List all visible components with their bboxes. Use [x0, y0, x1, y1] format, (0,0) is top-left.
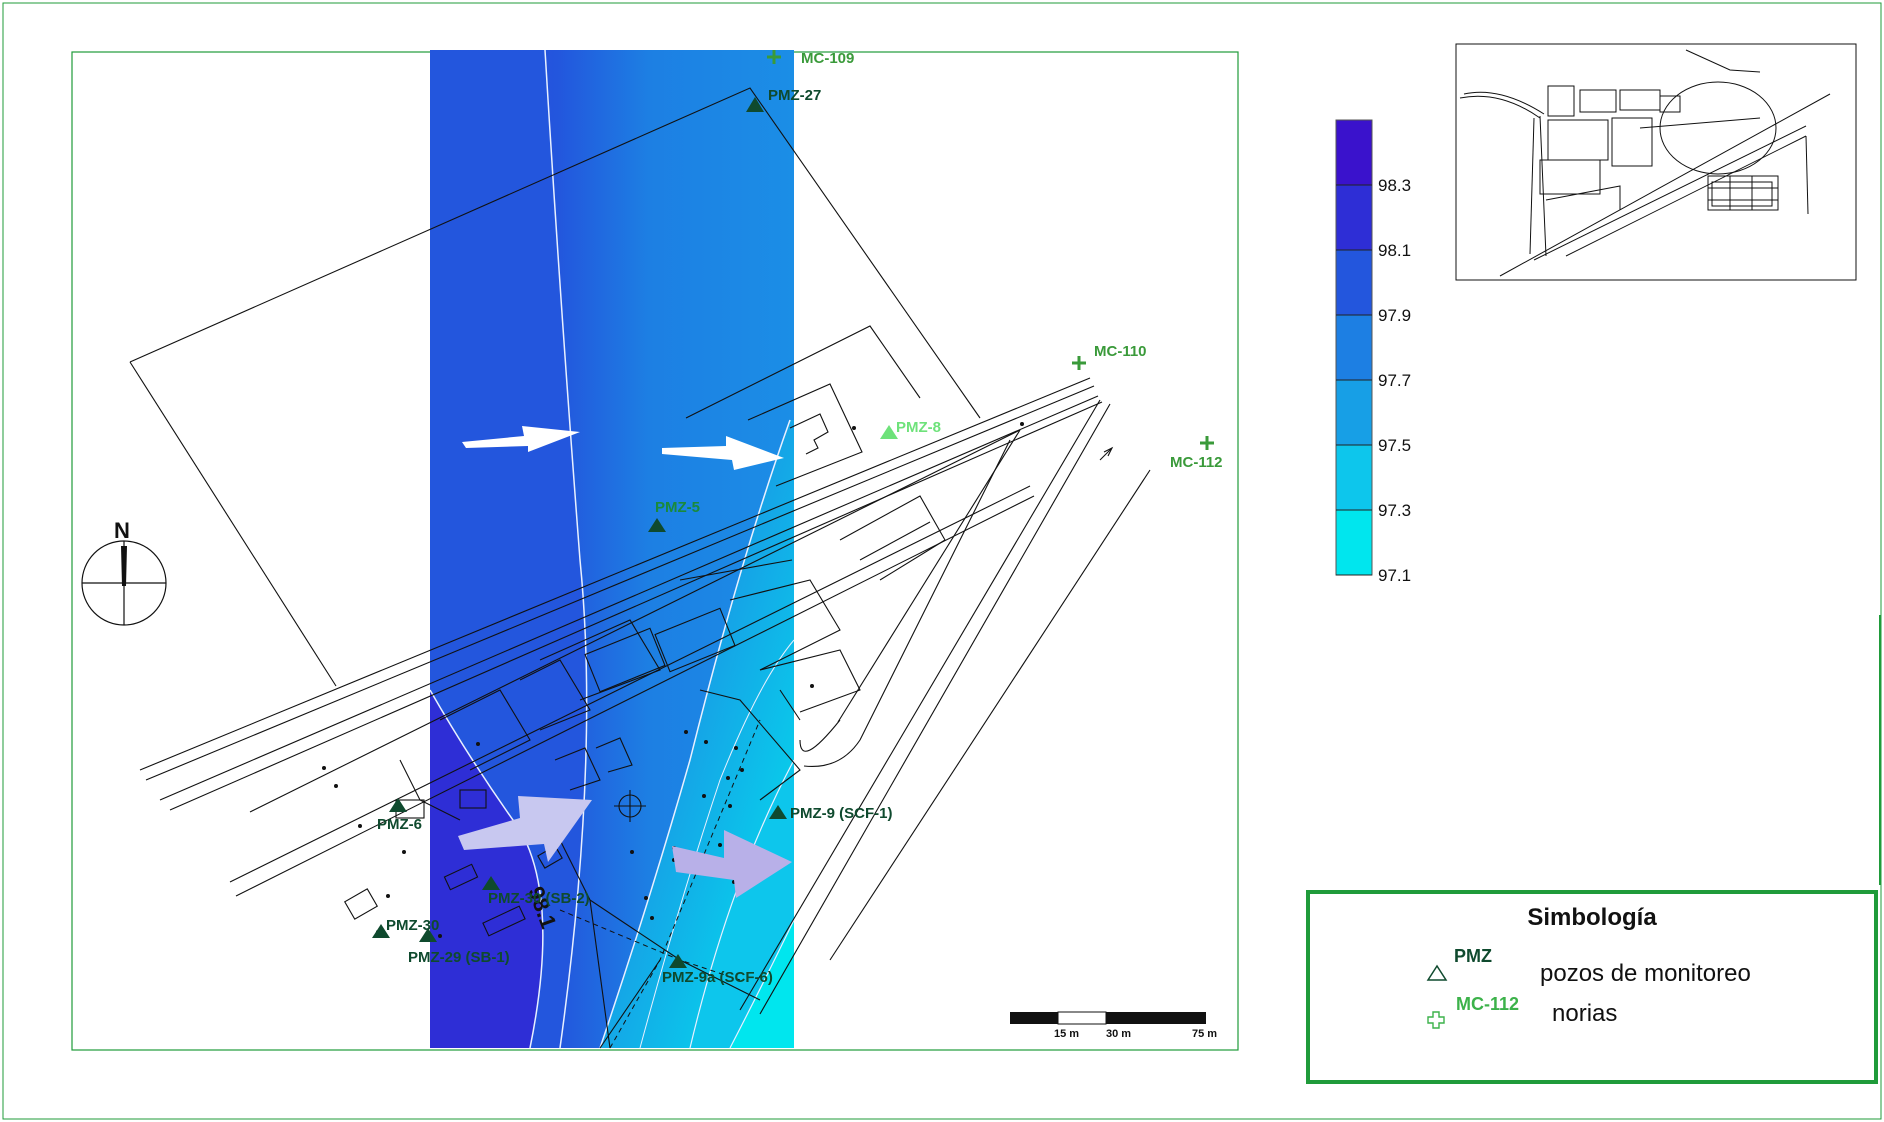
- pmz-9a-scf6-marker: [669, 954, 687, 968]
- pmz-8-marker: [880, 425, 898, 439]
- scale-label-15m: 15 m: [1054, 1028, 1079, 1040]
- colorbar-cell: [1336, 445, 1372, 510]
- mc-112-marker: [1200, 436, 1214, 450]
- mc-112-label: MC-112: [1170, 454, 1223, 471]
- pmz-legend-text: pozos de monitoreo: [1540, 960, 1751, 987]
- colorbar-cell: [1336, 250, 1372, 315]
- colorbar-tick-label: 97.5: [1378, 436, 1411, 455]
- pmz-6-label: PMZ-6: [377, 816, 422, 833]
- colorbar-cell: [1336, 315, 1372, 380]
- scatter-points: [322, 422, 1024, 938]
- colorbar-tick-label: 97.3: [1378, 501, 1411, 520]
- pmz-29-sb1-label: PMZ-29 (SB-1): [408, 949, 510, 966]
- flow-arrow: [458, 796, 592, 862]
- pmz-wells: PMZ-27 PMZ-5 PMZ-8 PMZ-9 (SCF-1) PMZ-6 P…: [372, 87, 941, 986]
- north-arrow: N: [81, 518, 167, 626]
- mc-110-label: MC-110: [1094, 343, 1147, 360]
- scale-label-75m: 75 m: [1192, 1028, 1217, 1040]
- pmz-30-sb2-marker: [482, 876, 500, 890]
- noria-legend-code: MC-112: [1456, 994, 1520, 1014]
- legend-title: Simbología: [1527, 904, 1657, 931]
- pmz-30-label: PMZ-30: [386, 917, 439, 934]
- colorbar-tick-label: 97.7: [1378, 371, 1411, 390]
- colorbar-cell: [1336, 185, 1372, 250]
- pmz-30-marker: [372, 924, 390, 938]
- mc-109-marker: [767, 50, 781, 64]
- noria-legend-text: norias: [1552, 1000, 1618, 1027]
- mc-109-label: MC-109: [801, 50, 854, 67]
- flow-arrow: [672, 830, 792, 898]
- dashed-line-2: [609, 719, 761, 1049]
- pmz-5-marker: [648, 518, 666, 532]
- pmz-9a-scf6-label: PMZ-9a (SCF-6): [662, 969, 773, 986]
- pmz-27-label: PMZ-27: [768, 87, 821, 104]
- interpolation-band: [429, 49, 795, 1049]
- pmz-29-sb1-marker: [419, 928, 437, 942]
- colorbar-cell: [1336, 510, 1372, 575]
- colorbar-tick-label: 98.1: [1378, 241, 1411, 260]
- flow-arrow: [462, 426, 580, 452]
- pmz-legend-icon: [1426, 964, 1448, 981]
- pmz-6-marker: [389, 798, 407, 812]
- colorbar-tick-label: 97.1: [1378, 566, 1411, 585]
- norias: MC-109 MC-110 MC-112: [767, 50, 1223, 471]
- locator-inset: [1455, 43, 1857, 281]
- pmz-5-label: PMZ-5: [655, 499, 700, 516]
- pmz-9-scf1-label: PMZ-9 (SCF-1): [790, 805, 893, 822]
- mc-110-marker: [1072, 356, 1086, 370]
- scale-label-30m: 30 m: [1106, 1028, 1131, 1040]
- pmz-30-sb2-label: PMZ-30 (SB-2): [488, 890, 590, 907]
- site-linework: [129, 87, 1151, 1049]
- scale-bar: 15 m 30 m 75 m: [1010, 1011, 1217, 1040]
- pmz-9-scf1-marker: [769, 805, 787, 819]
- flow-arrows: [458, 426, 792, 898]
- pmz-legend-code: PMZ: [1454, 946, 1492, 966]
- pmz-8-label: PMZ-8: [896, 419, 941, 436]
- colorbar-cell: [1336, 120, 1372, 185]
- colorbar-tick-label: 98.3: [1378, 176, 1411, 195]
- colorbar-tick-label: 97.9: [1378, 306, 1411, 325]
- noria-legend-icon: [1427, 1011, 1445, 1029]
- north-label: N: [114, 518, 130, 543]
- colorbar-cell: [1336, 380, 1372, 445]
- flow-arrow: [662, 436, 784, 470]
- pmz-27-marker: [746, 97, 764, 112]
- legend-box: Simbología PMZ pozos de monitoreo MC-112…: [1306, 890, 1878, 1084]
- colorbar: 98.3 98.1 97.9 97.7 97.5 97.3 97.1: [1335, 119, 1411, 585]
